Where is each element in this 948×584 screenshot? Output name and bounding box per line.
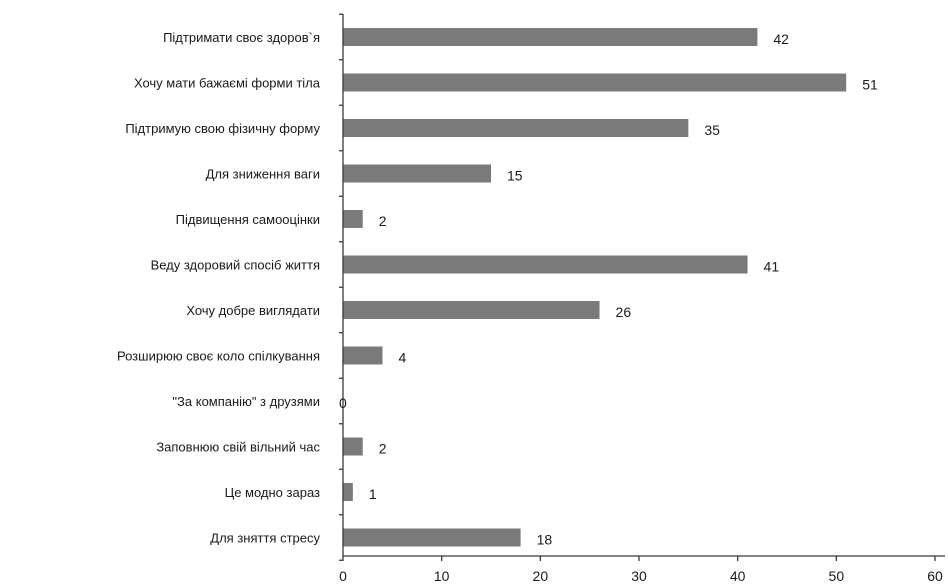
bar: [343, 301, 600, 319]
value-label: 1: [369, 486, 377, 502]
category-label: Розширюю своє коло спілкування: [117, 349, 320, 364]
category-label: Це модно зараз: [225, 485, 320, 500]
value-label: 4: [398, 350, 406, 366]
value-label: 0: [339, 395, 347, 411]
category-labels: Підтримати своє здоров`я Хочу мати бажаєм…: [117, 30, 321, 546]
category-label: Хочу мати бажаємі форми тіла: [134, 76, 321, 91]
bar: [343, 346, 383, 365]
bar: [343, 437, 363, 456]
value-label: 51: [862, 77, 878, 93]
x-tick-label: 50: [829, 568, 845, 584]
bar: [343, 528, 521, 547]
x-tick-label: 30: [631, 568, 647, 584]
value-label: 15: [507, 168, 523, 184]
bar: [343, 119, 689, 137]
category-label: "За компанію" з друзями: [172, 394, 320, 409]
value-label: 41: [764, 259, 780, 275]
x-tick-label: 10: [434, 568, 450, 584]
bar: [343, 210, 363, 228]
bar: [343, 164, 491, 183]
value-label: 2: [379, 441, 387, 457]
category-label: Заповнюю свій вільний час: [156, 440, 320, 455]
bar: [343, 73, 847, 92]
category-label: Хочу добре виглядати: [186, 303, 320, 318]
value-label: 42: [773, 31, 789, 47]
x-axis-ticks: 0 10 20 30 40 50 60: [339, 13, 943, 584]
bar: [343, 255, 748, 274]
category-label: Підвищення самооцінки: [176, 212, 320, 227]
value-label: 26: [616, 304, 632, 320]
category-label: Підтримую свою фізичну форму: [125, 121, 320, 136]
value-label: 2: [379, 213, 387, 229]
bar: [343, 483, 353, 501]
category-label: Для зниження ваги: [206, 167, 320, 182]
value-label: 18: [537, 532, 553, 548]
axes: [342, 14, 945, 557]
x-tick-label: 40: [730, 568, 746, 584]
category-label: Веду здоровий спосіб життя: [151, 258, 320, 273]
bar: [343, 28, 758, 46]
x-tick-label: 20: [533, 568, 549, 584]
value-labels: 42 51 35 15 2 41 26 4 0 2 1 18: [339, 31, 878, 548]
value-label: 35: [704, 122, 720, 138]
category-label: Підтримати своє здоров`я: [163, 30, 320, 45]
category-label: Для зняття стресу: [210, 531, 320, 546]
x-tick-label: 60: [927, 568, 943, 584]
bars-layer: [343, 28, 847, 547]
x-tick-label: 0: [339, 568, 347, 584]
